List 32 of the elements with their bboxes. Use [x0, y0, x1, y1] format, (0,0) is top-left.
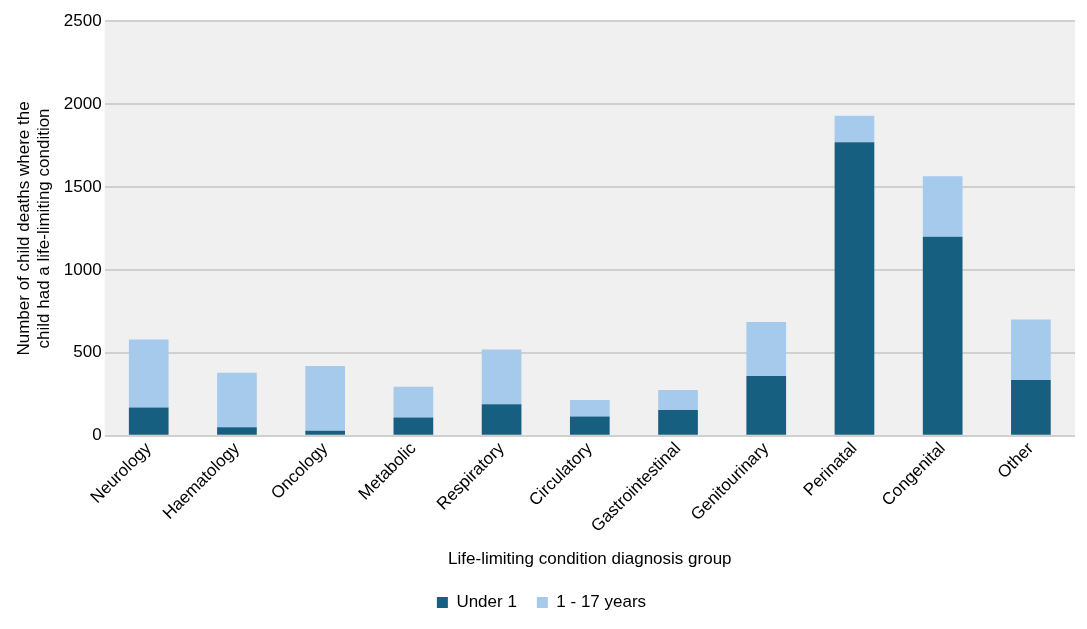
- y-tick-label: 0: [92, 425, 102, 445]
- bar: [922, 176, 963, 237]
- bar: [922, 236, 963, 435]
- bar: [746, 322, 787, 376]
- bar: [305, 366, 346, 431]
- y-tick-label: 1000: [63, 259, 102, 279]
- legend-label: Under 1: [456, 592, 517, 612]
- y-tick-label: 1500: [63, 176, 102, 196]
- y-tick-label: 2000: [63, 93, 102, 113]
- y-tick-label: 2500: [63, 10, 102, 30]
- legend-label: 1 - 17 years: [556, 592, 647, 612]
- bar: [128, 339, 169, 408]
- bar: [834, 142, 875, 435]
- bar: [1011, 380, 1051, 435]
- bar: [569, 400, 610, 417]
- bar: [834, 115, 875, 143]
- bar: [393, 417, 434, 435]
- bar: [305, 430, 346, 435]
- bar: [746, 375, 787, 435]
- x-axis-title: Life-limiting condition diagnosis group: [448, 549, 732, 569]
- bar: [217, 427, 257, 435]
- bar: [481, 404, 522, 435]
- bar: [481, 349, 522, 405]
- bar: [1011, 319, 1051, 381]
- y-axis-title: Number of child deaths where the child had a life-limiting condition: [13, 101, 54, 356]
- bar: [569, 416, 610, 435]
- bar: [658, 390, 698, 410]
- bar: [217, 372, 257, 428]
- bar: [658, 409, 698, 435]
- bar: [393, 386, 434, 418]
- bar: [128, 407, 169, 435]
- y-tick-label: 500: [73, 342, 102, 362]
